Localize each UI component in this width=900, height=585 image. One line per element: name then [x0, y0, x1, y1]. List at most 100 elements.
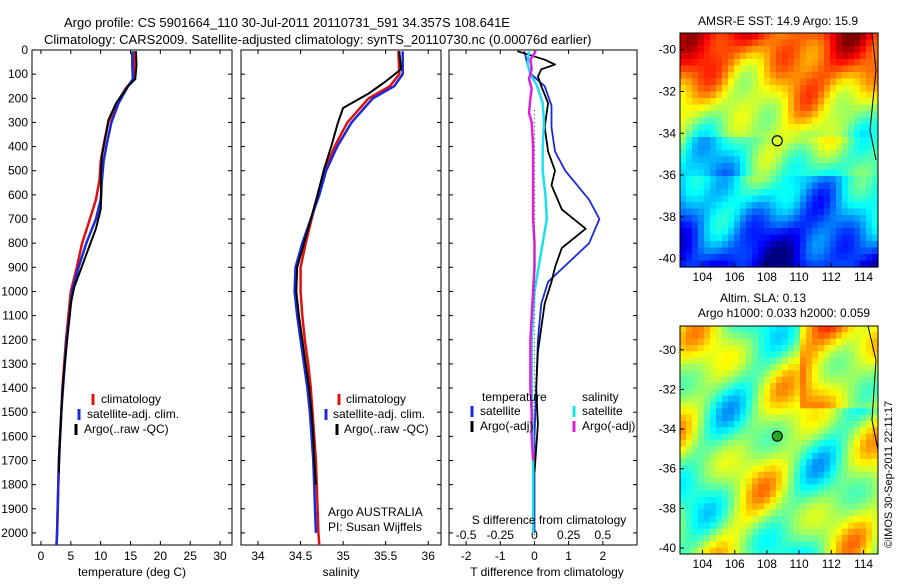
- map-cell: [680, 440, 687, 447]
- map-cell: [824, 111, 831, 119]
- map-cell: [764, 357, 771, 365]
- map-cell: [734, 124, 741, 132]
- map-cell: [758, 452, 765, 460]
- map-cell: [824, 241, 831, 249]
- map-cell: [710, 143, 717, 151]
- map-cell: [842, 52, 849, 60]
- map-cell: [770, 65, 777, 73]
- map-cell: [842, 547, 849, 555]
- map-cell: [842, 104, 849, 112]
- map-cell: [728, 528, 735, 536]
- map-cell: [812, 33, 819, 41]
- map-cell: [866, 137, 873, 145]
- map-cell: [824, 150, 831, 158]
- map-cell: [872, 383, 879, 390]
- map-cell: [830, 208, 837, 216]
- map-cell: [794, 402, 801, 409]
- map-cell: [860, 414, 867, 422]
- map-cell: [704, 402, 711, 409]
- map-cell: [830, 528, 837, 536]
- map-cell: [776, 254, 783, 262]
- map-cell: [854, 497, 861, 504]
- map-cell: [704, 182, 711, 190]
- map-cell: [710, 351, 717, 359]
- depth-tick-label: 2000: [1, 526, 28, 540]
- map-cell: [872, 104, 879, 112]
- map-cell: [698, 421, 705, 428]
- map-cell: [794, 156, 801, 164]
- map-cell: [788, 163, 795, 171]
- map-cell: [806, 452, 813, 460]
- map-cell: [758, 522, 765, 530]
- map-cell: [818, 72, 825, 80]
- map-cell: [740, 440, 747, 447]
- map-cell: [692, 72, 699, 80]
- map-cell: [800, 156, 807, 164]
- map-cell: [842, 254, 849, 262]
- map-cell: [752, 52, 759, 60]
- map-cell: [794, 111, 801, 119]
- map-cell: [716, 535, 723, 542]
- map-cell: [776, 395, 783, 403]
- map-cell: [722, 478, 729, 485]
- map-cell: [854, 421, 861, 428]
- map-cell: [794, 39, 801, 47]
- temperature-tick-label: 15: [124, 549, 138, 563]
- map-cell: [680, 59, 687, 67]
- map-cell: [806, 535, 813, 542]
- map-cell: [830, 124, 837, 132]
- map-cell: [824, 478, 831, 485]
- map-cell: [710, 516, 717, 523]
- map-cell: [680, 104, 687, 112]
- map-cell: [866, 389, 873, 397]
- map-cell: [836, 65, 843, 73]
- map-cell: [806, 395, 813, 403]
- map-cell: [734, 490, 741, 498]
- map-cell: [698, 338, 705, 346]
- map-cell: [812, 414, 819, 422]
- map-cell: [734, 143, 741, 151]
- map-cell: [788, 91, 795, 99]
- map-cell: [728, 547, 735, 555]
- map-cell: [698, 452, 705, 460]
- map-cell: [860, 189, 867, 197]
- lat-tick-label: -38: [659, 210, 677, 224]
- map-cell: [794, 395, 801, 403]
- map-cell: [758, 130, 765, 138]
- map-cell: [752, 195, 759, 203]
- map-cell: [860, 195, 867, 203]
- map-cell: [716, 528, 723, 536]
- map-cell: [716, 427, 723, 435]
- map-cell: [842, 408, 849, 416]
- lon-tick-label: 108: [757, 557, 777, 571]
- map-cell: [758, 516, 765, 523]
- map-cell: [872, 395, 879, 403]
- map-cell: [818, 241, 825, 249]
- map-cell: [728, 215, 735, 223]
- map-cell: [866, 195, 873, 203]
- map-cell: [836, 490, 843, 498]
- map-cell: [788, 59, 795, 67]
- map-cell: [848, 98, 855, 106]
- map-cell: [806, 163, 813, 171]
- map-cell: [764, 326, 771, 333]
- map-cell: [764, 39, 771, 47]
- map-cell: [770, 351, 777, 359]
- map-cell: [818, 143, 825, 151]
- map-cell: [854, 65, 861, 73]
- map-cell: [872, 124, 879, 132]
- map-cell: [764, 59, 771, 67]
- map-cell: [686, 59, 693, 67]
- map-cell: [836, 433, 843, 441]
- map-cell: [776, 357, 783, 365]
- map-cell: [698, 33, 705, 41]
- map-cell: [842, 72, 849, 80]
- map-cell: [848, 46, 855, 54]
- map-cell: [830, 383, 837, 390]
- map-cell: [866, 402, 873, 409]
- map-cell: [824, 471, 831, 479]
- map-cell: [860, 143, 867, 151]
- map-cell: [752, 528, 759, 536]
- map-cell: [722, 39, 729, 47]
- map-cell: [722, 85, 729, 93]
